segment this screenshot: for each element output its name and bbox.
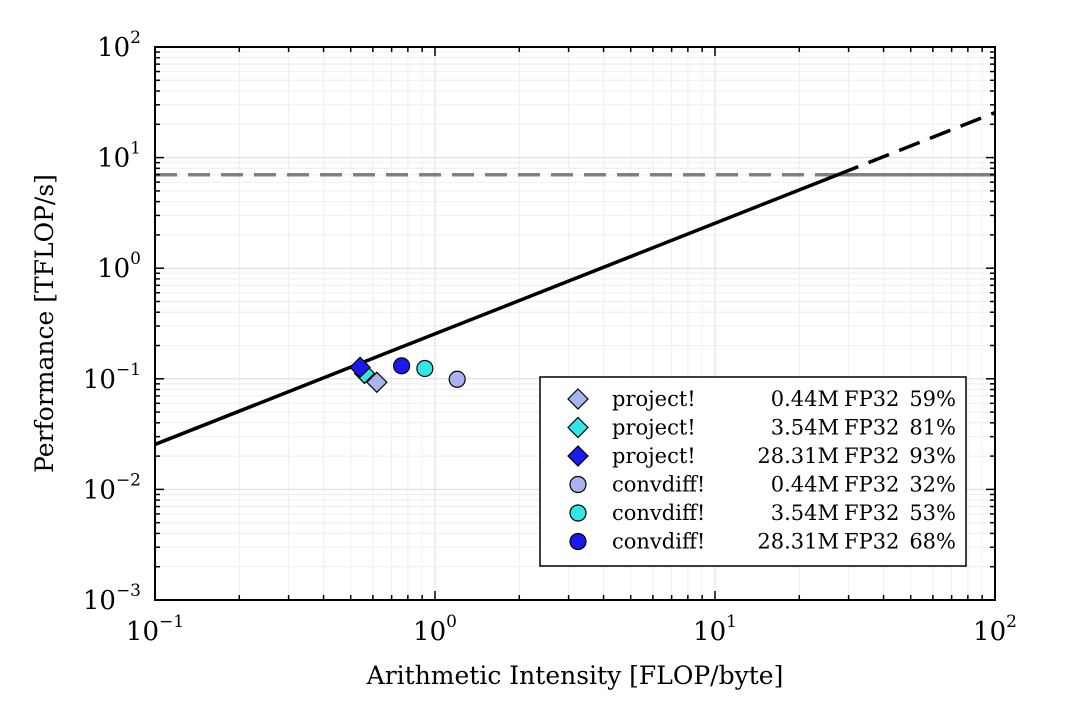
legend-efficiency: 68% [909,530,956,554]
legend-problem-size: 28.31M [757,530,839,554]
legend-efficiency: 93% [909,444,956,468]
y-tick-label: 102 [97,28,141,63]
y-tick-label: 10−3 [83,581,141,616]
x-tick-label-base: 10 [693,617,726,647]
legend-marker [569,475,587,494]
x-tick-label-base: 10 [126,617,159,647]
y-tick-label: 10−2 [83,470,141,505]
y-tick-label-base: 10 [83,586,116,616]
data-point-circle [393,357,411,375]
y-tick-label: 10−1 [83,360,141,395]
roofline-lines [154,111,996,447]
legend-precision: FP32 [844,530,899,554]
legend-precision: FP32 [844,444,899,468]
data-point-circle [448,370,466,388]
y-tick-label: 100 [97,249,141,284]
legend-box [539,376,967,567]
x-tick-label-base: 10 [973,617,1006,647]
x-tick-label-exponent: −1 [159,612,184,632]
legend: project! 0.44M FP32 59%project! 3.54M FP32 81%… [539,376,967,567]
memory-bandwidth-dashed-line [837,111,996,177]
data-points [349,356,466,394]
y-tick-label-base: 10 [83,365,116,395]
legend-kernel-name: project! [612,444,696,468]
x-tick-label: 100 [413,612,457,647]
y-tick-label-base: 10 [83,475,116,505]
memory-bandwidth-line [154,173,839,447]
y-tick-label-exponent: −3 [116,581,141,601]
legend-marker [569,504,587,522]
legend-efficiency: 32% [909,473,956,497]
plot-frame [154,46,996,601]
y-tick-label-exponent: 1 [130,139,141,159]
legend-efficiency: 59% [909,387,956,411]
y-tick-label-base: 10 [97,144,130,174]
data-point-circle [416,359,434,378]
legend-precision: FP32 [844,501,899,525]
legend-efficiency: 53% [909,501,956,525]
y-tick-label-base: 10 [97,254,130,284]
y-tick-label-exponent: −1 [116,360,141,380]
legend-precision: FP32 [844,473,899,497]
legend-problem-size: 3.54M [771,416,839,440]
legend-kernel-name: project! [612,416,696,440]
legend-efficiency: 81% [909,416,956,440]
data-point-diamond [366,371,388,394]
legend-problem-size: 0.44M [771,387,839,411]
x-tick-label: 102 [973,612,1017,647]
x-tick-label-exponent: 1 [726,612,737,632]
legend-problem-size: 28.31M [757,444,839,468]
x-axis-label: Arithmetic Intensity [FLOP/byte] [366,661,784,690]
legend-kernel-name: convdiff! [612,501,705,525]
y-tick-label-exponent: 2 [130,28,141,48]
legend-marker [569,532,587,551]
y-tick-label-exponent: 0 [130,249,141,269]
x-tick-label-exponent: 0 [446,612,457,632]
legend-problem-size: 3.54M [771,501,839,525]
legend-kernel-name: project! [612,387,696,411]
y-tick-label-exponent: −2 [116,470,141,490]
legend-marker [567,445,589,467]
legend-problem-size: 0.44M [771,473,839,497]
x-tick-label-base: 10 [413,617,446,647]
x-tick-label: 101 [693,612,737,647]
x-tick-label-exponent: 2 [1006,612,1017,632]
y-axis-label: Performance [TFLOP/s] [30,174,59,473]
legend-precision: FP32 [844,416,899,440]
x-tick-label: 10−1 [126,612,184,647]
legend-marker [567,416,589,439]
legend-kernel-name: convdiff! [612,530,705,554]
y-tick-label-base: 10 [97,33,130,63]
legend-kernel-name: convdiff! [612,473,705,497]
legend-marker [567,388,589,410]
y-tick-label: 101 [97,139,141,174]
data-point-diamond [349,356,371,379]
legend-precision: FP32 [844,387,899,411]
